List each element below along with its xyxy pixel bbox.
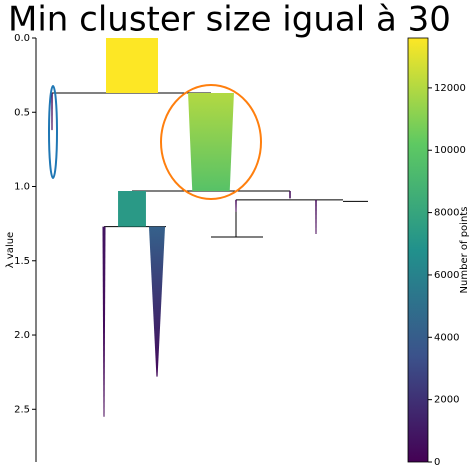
branch bbox=[148, 226, 166, 377]
branch bbox=[235, 199, 237, 212]
y-tick-label: 2.0 bbox=[14, 330, 30, 341]
y-tick-label: 1.0 bbox=[14, 182, 30, 193]
colorbar-tick-label: 12000 bbox=[434, 83, 466, 94]
y-tick-label: 0.0 bbox=[14, 33, 30, 44]
branch bbox=[118, 190, 146, 227]
colorbar-tick-label: 0 bbox=[434, 457, 440, 468]
colorbar-tick-label: 2000 bbox=[434, 395, 459, 406]
highlight-ellipse bbox=[48, 85, 58, 179]
branch bbox=[106, 38, 158, 93]
colorbar-tick-label: 10000 bbox=[434, 145, 466, 156]
colorbar-label: Number of points bbox=[459, 207, 470, 294]
y-tick-label: 1.5 bbox=[14, 256, 30, 267]
colorbar-tick-label: 8000 bbox=[434, 208, 459, 219]
branch bbox=[102, 226, 106, 417]
y-axis-label: λ value bbox=[5, 232, 16, 268]
branch bbox=[188, 92, 234, 191]
y-tick-label: 2.5 bbox=[14, 404, 30, 415]
branch bbox=[51, 92, 53, 131]
highlight-ellipse bbox=[160, 84, 262, 200]
colorbar-tick-label: 6000 bbox=[434, 270, 459, 281]
chart-title: Min cluster size igual à 30 bbox=[8, 0, 451, 40]
colorbar-tick-label: 4000 bbox=[434, 332, 459, 343]
branch bbox=[315, 199, 317, 235]
y-tick-label: 0.5 bbox=[14, 107, 30, 118]
colorbar bbox=[407, 37, 429, 463]
branch bbox=[289, 190, 291, 199]
plot-area bbox=[51, 38, 368, 417]
